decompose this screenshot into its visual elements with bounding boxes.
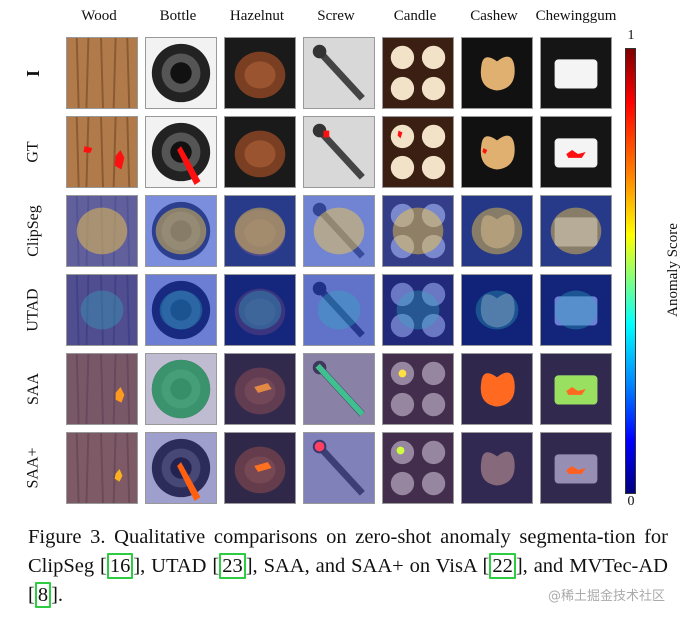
citation-link-8[interactable]: 8 [34,582,52,608]
col-header-wood: Wood [81,8,117,24]
image-gt-screw [303,116,375,188]
image-utad-cashew [461,274,533,346]
image-saa-plus-candle [382,432,454,504]
image-gt-wood [66,116,138,188]
image-clipseg-hazelnut [224,195,296,267]
citation-link-23[interactable]: 23 [219,553,246,579]
image-input-bottle [145,37,217,109]
row-label-saa-plus: SAA+ [25,447,42,489]
image-saa-plus-hazelnut [224,432,296,504]
image-utad-candle [382,274,454,346]
image-saa-wood [66,353,138,425]
image-input-chewinggum [540,37,612,109]
row-label-utad: UTAD [25,288,42,332]
col-header-cashew: Cashew [470,8,518,24]
image-utad-chewinggum [540,274,612,346]
image-input-candle [382,37,454,109]
row-label-clipseg: ClipSeg [25,205,42,257]
image-saa-cashew [461,353,533,425]
row-label-saa: SAA [24,372,42,406]
colorbar-min-label: 0 [627,494,635,509]
image-clipseg-wood [66,195,138,267]
col-header-hazelnut: Hazelnut [229,8,285,24]
colorbar [625,48,636,494]
image-clipseg-candle [382,195,454,267]
image-saa-chewinggum [540,353,612,425]
row-label-gt: GT [24,141,42,163]
image-gt-cashew [461,116,533,188]
image-saa-plus-cashew [461,432,533,504]
col-header-bottle: Bottle [159,8,197,24]
col-header-chewinggum: Chewinggum [535,8,617,24]
image-utad-screw [303,274,375,346]
image-input-cashew [461,37,533,109]
image-saa-plus-chewinggum [540,432,612,504]
image-clipseg-screw [303,195,375,267]
image-utad-hazelnut [224,274,296,346]
image-saa-plus-screw [303,432,375,504]
col-header-screw: Screw [317,8,355,24]
image-clipseg-cashew [461,195,533,267]
figure-caption: Figure 3. Qualitative comparisons on zer… [28,526,668,608]
image-saa-screw [303,353,375,425]
image-gt-hazelnut [224,116,296,188]
image-clipseg-bottle [145,195,217,267]
image-saa-candle [382,353,454,425]
image-saa-bottle [145,353,217,425]
image-saa-hazelnut [224,353,296,425]
colorbar-max-label: 1 [627,28,635,43]
image-utad-wood [66,274,138,346]
citation-link-22[interactable]: 22 [489,553,516,579]
image-input-hazelnut [224,37,296,109]
image-saa-plus-bottle [145,432,217,504]
watermark: @稀土掘金技术社区 [547,589,665,604]
image-clipseg-chewinggum [540,195,612,267]
col-header-candle: Candle [393,8,437,24]
image-saa-plus-wood [66,432,138,504]
image-gt-candle [382,116,454,188]
citation-link-16[interactable]: 16 [106,553,134,579]
image-gt-chewinggum [540,116,612,188]
image-gt-bottle [145,116,217,188]
row-label-input: I [23,69,44,77]
image-utad-bottle [145,274,217,346]
image-input-wood [66,37,138,109]
image-input-screw [303,37,375,109]
